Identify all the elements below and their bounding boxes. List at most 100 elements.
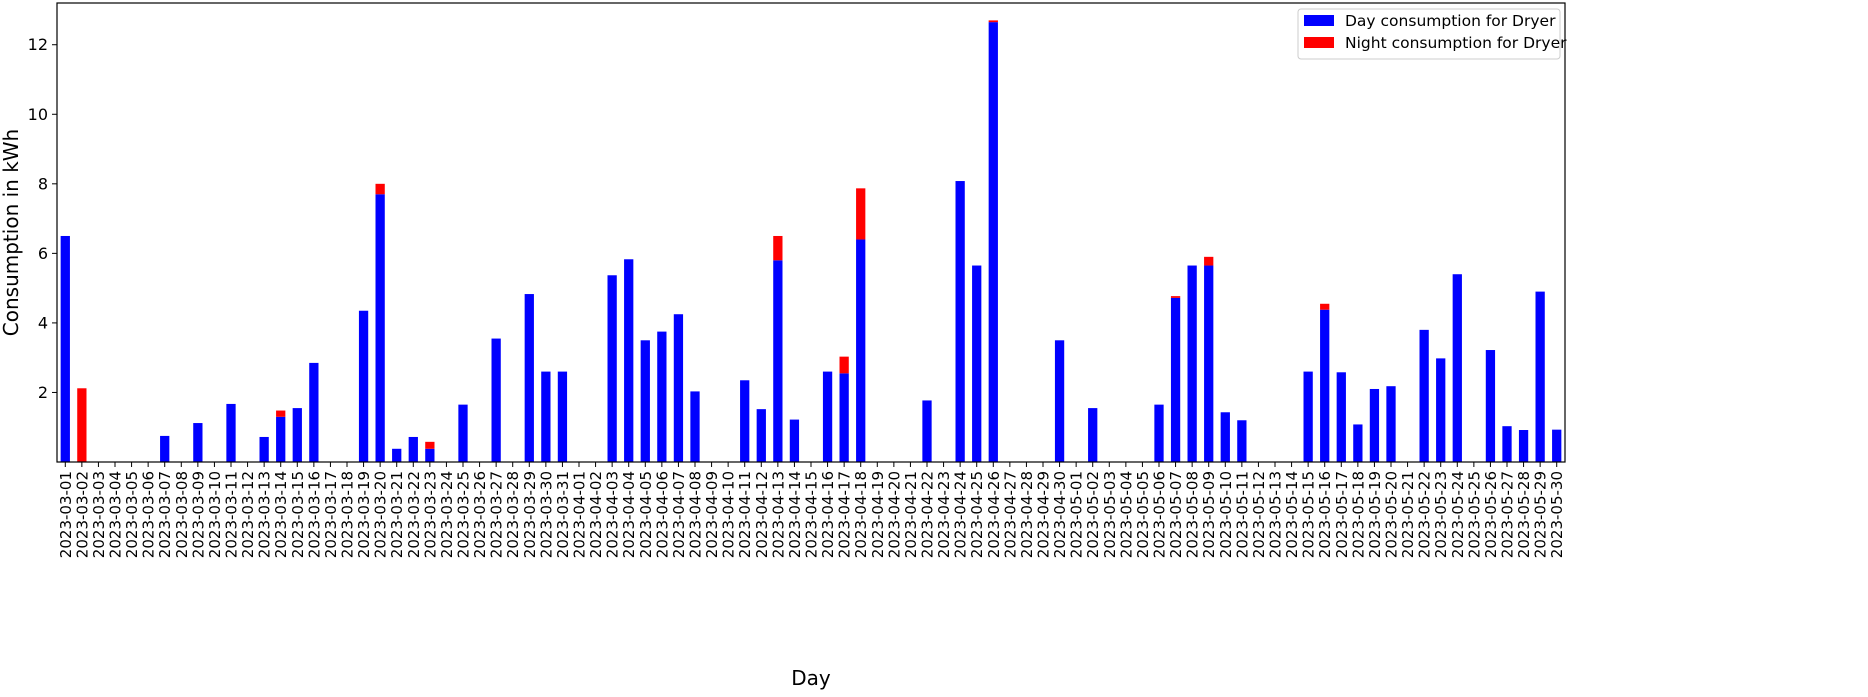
x-tick-label: 2023-04-22 [919, 471, 937, 558]
bar-night-2023-04-26 [988, 20, 998, 23]
x-tick-label: 2023-03-27 [488, 471, 506, 558]
bar-day-2023-05-29 [1535, 291, 1545, 462]
x-tick-label: 2023-04-02 [587, 471, 605, 558]
bar-day-2023-05-27 [1502, 426, 1512, 462]
bar-day-2023-05-22 [1419, 329, 1429, 462]
x-tick-label: 2023-04-19 [869, 471, 887, 558]
x-tick-label: 2023-05-21 [1399, 471, 1417, 558]
bar-day-2023-05-15 [1303, 371, 1313, 462]
bar-day-2023-03-09 [193, 423, 203, 462]
bar-day-2023-04-07 [673, 314, 684, 462]
bar-day-2023-05-23 [1436, 358, 1446, 462]
x-tick-label: 2023-04-15 [803, 471, 821, 558]
x-tick-label: 2023-04-08 [687, 471, 705, 558]
bar-day-2023-03-07 [160, 435, 170, 462]
bar-day-2023-03-31 [557, 371, 568, 462]
x-tick-label: 2023-04-06 [653, 471, 671, 558]
bar-day-2023-03-25 [458, 404, 468, 463]
bar-day-2023-03-14 [276, 416, 286, 462]
bar-day-2023-04-06 [657, 331, 667, 462]
legend: Day consumption for Dryer Night consumpt… [1297, 8, 1567, 60]
bar-day-2023-03-01 [60, 235, 70, 462]
legend-label-night: Night consumption for Dryer [1345, 34, 1567, 52]
x-tick-label: 2023-04-11 [736, 471, 754, 558]
bar-day-2023-04-12 [756, 409, 766, 462]
bar-night-2023-04-17 [839, 356, 849, 374]
x-tick-label: 2023-04-05 [637, 471, 655, 558]
x-tick-label: 2023-05-29 [1532, 471, 1550, 558]
bar-day-2023-05-19 [1369, 388, 1380, 462]
bar-day-2023-05-11 [1237, 420, 1247, 462]
x-tick-label: 2023-03-28 [504, 471, 522, 558]
x-tick-label: 2023-03-08 [173, 471, 191, 558]
y-tick-label: 8 [38, 174, 48, 193]
bar-day-2023-03-23 [425, 448, 435, 462]
bar-day-2023-05-16 [1320, 309, 1330, 462]
bar-day-2023-04-26 [988, 22, 998, 463]
x-tick-label: 2023-03-12 [239, 471, 257, 558]
x-tick-label: 2023-04-07 [670, 471, 688, 558]
bar-day-2023-03-22 [408, 436, 418, 462]
x-tick-label: 2023-03-03 [90, 471, 108, 558]
x-tick-label: 2023-04-24 [952, 471, 970, 558]
bar-night-2023-05-07 [1170, 296, 1181, 298]
bar-day-2023-03-16 [309, 362, 319, 462]
bar-day-2023-04-16 [822, 371, 833, 462]
x-tick-label: 2023-05-18 [1349, 471, 1367, 558]
x-tick-label: 2023-03-14 [272, 471, 290, 558]
x-tick-label: 2023-03-16 [305, 471, 323, 558]
bar-night-2023-05-16 [1320, 303, 1330, 310]
bar-day-2023-04-30 [1054, 340, 1065, 462]
bar-night-2023-03-02 [77, 388, 87, 462]
x-tick-label: 2023-05-11 [1233, 471, 1251, 558]
x-tick-label: 2023-03-24 [438, 471, 456, 558]
bar-day-2023-05-24 [1452, 274, 1462, 462]
x-tick-label: 2023-03-31 [554, 471, 572, 558]
bar-day-2023-03-29 [524, 294, 534, 462]
x-tick-label: 2023-05-16 [1316, 471, 1334, 558]
bar-day-2023-05-18 [1353, 424, 1363, 462]
x-tick-label: 2023-03-29 [521, 471, 539, 558]
bar-day-2023-05-02 [1088, 408, 1098, 462]
x-tick-label: 2023-05-01 [1068, 471, 1086, 558]
x-tick-label: 2023-04-13 [769, 471, 787, 558]
bar-night-2023-05-09 [1204, 256, 1214, 266]
x-tick-label: 2023-05-24 [1449, 471, 1467, 558]
x-tick-label: 2023-04-26 [985, 471, 1003, 558]
x-tick-label: 2023-05-06 [1151, 471, 1169, 558]
x-tick-label: 2023-04-04 [620, 471, 638, 558]
bar-day-2023-05-09 [1204, 265, 1214, 462]
bar-night-2023-04-13 [773, 235, 783, 261]
x-tick-label: 2023-05-23 [1432, 471, 1450, 558]
legend-swatch-night [1304, 37, 1334, 48]
x-tick-label: 2023-05-19 [1366, 471, 1384, 558]
x-tick-label: 2023-03-23 [421, 471, 439, 558]
x-tick-label: 2023-05-08 [1184, 471, 1202, 558]
legend-swatch-day [1304, 15, 1334, 26]
x-tick-label: 2023-04-10 [720, 471, 738, 558]
x-tick-label: 2023-03-19 [355, 471, 373, 558]
x-tick-label: 2023-03-26 [471, 471, 489, 558]
x-tick-label: 2023-04-17 [836, 471, 854, 558]
bar-day-2023-05-30 [1552, 429, 1562, 462]
bar-night-2023-03-23 [425, 441, 435, 449]
x-tick-label: 2023-05-12 [1250, 471, 1268, 558]
x-tick-label: 2023-04-16 [819, 471, 837, 558]
bar-day-2023-03-27 [491, 338, 501, 462]
bar-day-2023-04-22 [922, 400, 932, 462]
x-tick-label: 2023-03-22 [405, 471, 423, 558]
x-tick-label: 2023-03-10 [206, 471, 224, 558]
y-axis-label: Consumption in kWh [0, 129, 23, 336]
bar-day-2023-04-25 [972, 265, 982, 462]
bar-day-2023-03-13 [259, 436, 269, 462]
x-tick-label: 2023-04-25 [968, 471, 986, 558]
x-tick-label: 2023-03-30 [537, 471, 555, 558]
y-tick-label: 4 [38, 313, 48, 332]
x-tick-label: 2023-03-05 [123, 471, 141, 558]
x-tick-label: 2023-05-03 [1101, 471, 1119, 558]
x-tick-label: 2023-03-01 [57, 471, 75, 558]
x-tick-label: 2023-05-04 [1117, 471, 1135, 558]
bar-day-2023-05-10 [1220, 412, 1230, 462]
